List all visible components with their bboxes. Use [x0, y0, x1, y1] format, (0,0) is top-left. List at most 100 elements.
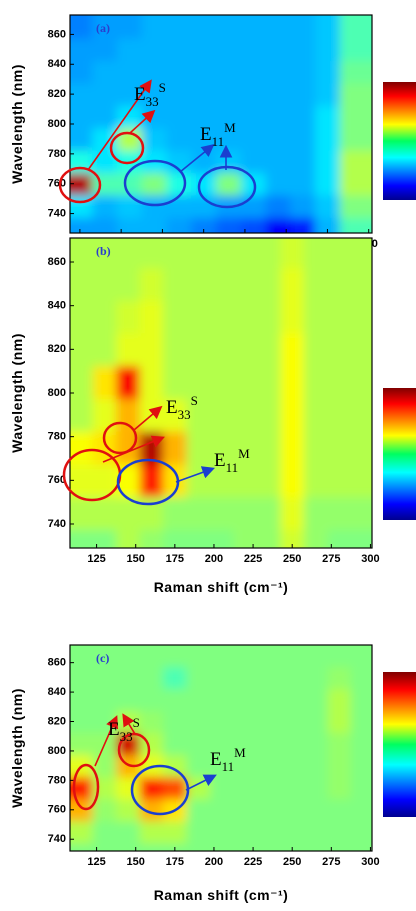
- y-tick-label: 860: [48, 256, 66, 268]
- heat-cell: [140, 710, 164, 733]
- annotation-sub: 33: [120, 729, 133, 744]
- heat-cell: [210, 625, 234, 667]
- heat-cell: [234, 688, 258, 711]
- heat-cell: [210, 821, 234, 844]
- heat-cell: [257, 666, 281, 689]
- heat-cell: [92, 150, 117, 173]
- heat-cell: [266, 0, 291, 39]
- annotation-sub: 33: [178, 407, 191, 422]
- heat-cell: [290, 0, 315, 39]
- heat-cell: [280, 267, 304, 300]
- heat-cell: [280, 799, 304, 822]
- heat-cell: [315, 105, 340, 128]
- heat-cell: [117, 195, 142, 218]
- y-tick-label: 760: [48, 804, 66, 816]
- annotation-sup: S: [159, 80, 166, 95]
- heat-cell: [163, 300, 187, 333]
- heat-cell: [304, 799, 328, 822]
- heat-cell: [163, 333, 187, 366]
- heat-cell: [93, 799, 117, 822]
- heat-cell: [280, 755, 304, 778]
- heat-cell: [167, 38, 192, 61]
- heat-cell: [257, 464, 281, 497]
- x-tick-label: 250: [283, 856, 301, 868]
- y-tick-label: 740: [48, 833, 66, 845]
- heat-cell: [257, 300, 281, 333]
- heat-cell: [142, 38, 167, 61]
- heat-cell: [257, 710, 281, 733]
- panel-title: (c): [96, 651, 109, 665]
- heat-cell: [167, 128, 192, 151]
- heat-cell: [280, 431, 304, 464]
- heat-cell: [315, 61, 340, 84]
- heat-cell: [163, 267, 187, 300]
- heat-cell: [290, 83, 315, 106]
- heat-cell: [257, 398, 281, 431]
- heat-cell: [93, 333, 117, 366]
- heat-cell: [327, 710, 351, 733]
- heat-cell: [266, 173, 291, 196]
- colorbar: [383, 82, 416, 200]
- x-axis-label: Raman shift (cm⁻¹): [154, 887, 289, 903]
- heat-cell: [327, 267, 351, 300]
- heat-cell: [142, 173, 167, 196]
- heat-cell: [116, 666, 140, 689]
- heat-cell: [234, 333, 258, 366]
- heat-cell: [304, 733, 328, 756]
- annotation-sub: 11: [226, 460, 239, 475]
- x-tick-label: 275: [322, 856, 340, 868]
- heat-cell: [327, 733, 351, 756]
- heat-cell: [234, 267, 258, 300]
- heat-cell: [327, 755, 351, 778]
- heat-cell: [116, 821, 140, 844]
- heat-cell: [290, 38, 315, 61]
- heat-cell: [290, 61, 315, 84]
- heat-cell: [140, 267, 164, 300]
- x-tick-label: 225: [244, 553, 262, 565]
- heat-cell: [304, 267, 328, 300]
- heat-cell: [92, 83, 117, 106]
- y-axis-label: Wavelength (nm): [9, 688, 25, 808]
- heat-cell: [280, 688, 304, 711]
- heat-cell: [266, 61, 291, 84]
- x-tick-label: 275: [322, 553, 340, 565]
- x-tick-label: 200: [205, 856, 223, 868]
- heat-cell: [257, 733, 281, 756]
- heat-cell: [234, 710, 258, 733]
- heat-cell: [216, 173, 241, 196]
- heat-cell: [93, 366, 117, 399]
- heat-cell: [140, 625, 164, 667]
- heat-cell: [191, 38, 216, 61]
- heat-cell: [210, 666, 234, 689]
- heat-cell: [93, 267, 117, 300]
- heat-cell: [327, 464, 351, 497]
- heat-cell: [315, 150, 340, 173]
- heat-cell: [280, 333, 304, 366]
- heat-cell: [327, 799, 351, 822]
- heat-cell: [187, 497, 211, 530]
- heat-cell: [315, 195, 340, 218]
- heat-cell: [280, 497, 304, 530]
- heat-cell: [187, 688, 211, 711]
- heat-cell: [290, 128, 315, 151]
- heat-cell: [257, 625, 281, 667]
- heat-cell: [234, 666, 258, 689]
- heat-cell: [116, 688, 140, 711]
- heat-cell: [290, 195, 315, 218]
- heat-cell: [140, 688, 164, 711]
- heat-cell: [340, 38, 393, 61]
- heat-cell: [116, 625, 140, 667]
- heat-cell: [241, 128, 266, 151]
- heat-cell: [327, 821, 351, 844]
- heat-cell: [257, 777, 281, 800]
- heat-cell: [280, 300, 304, 333]
- heat-cell: [140, 666, 164, 689]
- heat-cell: [280, 625, 304, 667]
- annotation-sub: 33: [146, 94, 159, 109]
- heat-cell: [280, 464, 304, 497]
- heat-cell: [210, 366, 234, 399]
- heat-cell: [116, 398, 140, 431]
- heat-cell: [191, 83, 216, 106]
- heat-cell: [327, 497, 351, 530]
- heat-cell: [290, 173, 315, 196]
